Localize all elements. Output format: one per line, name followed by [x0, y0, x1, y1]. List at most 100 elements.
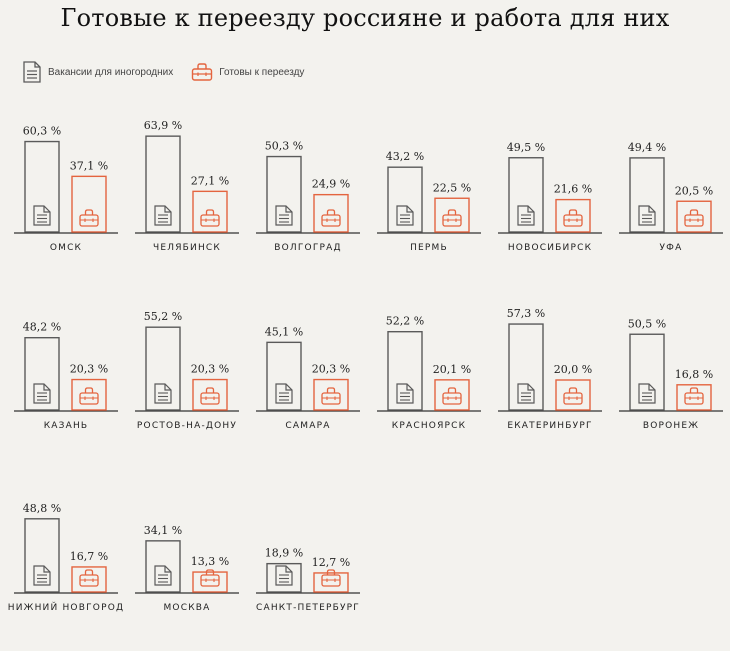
document-icon	[154, 565, 172, 586]
value-label-vacancies: 50,3 %	[265, 140, 303, 153]
value-label-vacancies: 18,9 %	[265, 547, 303, 560]
bag-icon	[563, 209, 583, 227]
bag-icon	[684, 209, 704, 227]
value-label-ready: 20,5 %	[675, 184, 713, 197]
document-icon	[275, 383, 293, 404]
bag-icon	[563, 387, 583, 405]
city-group: 60,3 % 37,1 % ОМСК	[14, 125, 118, 253]
document-icon	[517, 383, 535, 404]
bar-vacancies	[266, 155, 302, 233]
value-label-vacancies: 52,2 %	[386, 315, 424, 328]
city-label: РОСТОВ-НА-ДОНУ	[137, 421, 237, 431]
value-label-ready: 12,7 %	[312, 556, 350, 569]
value-label-vacancies: 57,3 %	[507, 307, 545, 320]
legend: Вакансии для иногородних Готовы к переез…	[22, 60, 322, 84]
bag-icon	[200, 209, 220, 227]
city-label: ЕКАТЕРИНБУРГ	[507, 421, 592, 431]
value-label-ready: 24,9 %	[312, 178, 350, 191]
bar-vacancies	[629, 157, 665, 233]
value-label-ready: 37,1 %	[70, 159, 108, 172]
bar-vacancies	[24, 518, 60, 593]
value-label-vacancies: 49,5 %	[507, 141, 545, 154]
value-label-ready: 13,3 %	[191, 555, 229, 568]
city-group: 45,1 % 20,3 % САМАРА	[256, 325, 360, 431]
city-label: МОСКВА	[163, 603, 210, 613]
value-label-vacancies: 50,5 %	[628, 317, 666, 330]
bag-icon	[192, 63, 213, 81]
city-group: 50,5 % 16,8 % ВОРОНЕЖ	[619, 317, 723, 431]
city-label: ОМСК	[50, 243, 82, 253]
bar-vacancies	[145, 326, 181, 411]
city-label: НОВОСИБИРСК	[508, 243, 592, 253]
bar-vacancies	[387, 331, 423, 411]
bag-icon	[321, 209, 341, 227]
value-label-ready: 22,5 %	[433, 181, 471, 194]
value-label-ready: 20,0 %	[554, 363, 592, 376]
document-icon	[23, 61, 41, 83]
bag-icon	[79, 387, 99, 405]
city-group: 18,9 % 12,7 % САНКТ-ПЕТЕРБУРГ	[256, 547, 360, 613]
value-label-ready: 21,6 %	[554, 183, 592, 196]
bag-icon	[442, 209, 462, 227]
value-label-vacancies: 48,8 %	[23, 502, 61, 515]
bar-vacancies	[508, 323, 544, 411]
value-label-ready: 20,3 %	[312, 363, 350, 376]
city-label: ВОРОНЕЖ	[643, 421, 699, 431]
value-label-vacancies: 34,1 %	[144, 524, 182, 537]
city-group: 50,3 % 24,9 % ВОЛГОГРАД	[256, 140, 360, 253]
city-label: КАЗАНЬ	[44, 421, 89, 431]
city-label: НИЖНИЙ НОВГОРОД	[8, 601, 124, 613]
bar-ready	[192, 378, 228, 411]
document-icon	[396, 205, 414, 226]
bar-ready	[313, 378, 349, 411]
document-icon	[33, 383, 51, 404]
city-group: 43,2 % 22,5 % ПЕРМЬ	[377, 150, 481, 253]
bar-ready	[313, 193, 349, 233]
value-label-vacancies: 55,2 %	[144, 310, 182, 323]
bar-vacancies	[145, 135, 181, 233]
bar-ready	[71, 378, 107, 411]
document-icon	[275, 205, 293, 226]
bag-icon	[321, 569, 341, 587]
bar-ready	[192, 190, 228, 233]
bar-ready	[434, 197, 470, 233]
legend-label-vacancies: Вакансии для иногородних	[48, 66, 174, 78]
bag-icon	[79, 569, 99, 587]
city-group: 48,2 % 20,3 % КАЗАНЬ	[14, 321, 118, 431]
bar-vacancies	[629, 333, 665, 411]
bar-ready	[676, 384, 712, 411]
legend-item-ready: Готовы к переезду	[191, 63, 304, 81]
bar-ready	[555, 198, 591, 233]
document-icon	[275, 565, 293, 586]
city-group: 55,2 % 20,3 % РОСТОВ-НА-ДОНУ	[135, 310, 239, 431]
document-icon	[638, 205, 656, 226]
bag-icon	[79, 209, 99, 227]
document-icon	[154, 205, 172, 226]
value-label-vacancies: 63,9 %	[144, 119, 182, 132]
bar-vacancies	[24, 337, 60, 411]
city-group: 34,1 % 13,3 % МОСКВА	[135, 524, 239, 613]
document-icon	[33, 205, 51, 226]
value-label-vacancies: 43,2 %	[386, 150, 424, 163]
bag-icon	[442, 387, 462, 405]
document-icon	[154, 383, 172, 404]
city-label: УФА	[660, 243, 683, 253]
bar-vacancies	[266, 562, 302, 593]
document-icon	[33, 565, 51, 586]
legend-item-vacancies: Вакансии для иногородних	[22, 61, 173, 83]
bag-icon	[200, 387, 220, 405]
bar-ready	[676, 200, 712, 233]
bar-vacancies	[508, 157, 544, 233]
bar-ready	[192, 571, 228, 593]
city-label: ПЕРМЬ	[410, 243, 448, 253]
city-label: ЧЕЛЯБИНСК	[153, 243, 221, 253]
city-label: КРАСНОЯРСК	[392, 421, 466, 431]
value-label-ready: 20,3 %	[70, 363, 108, 376]
bag-icon	[321, 387, 341, 405]
value-label-vacancies: 49,4 %	[628, 141, 666, 154]
value-label-vacancies: 60,3 %	[23, 125, 61, 138]
value-label-vacancies: 45,1 %	[265, 325, 303, 338]
value-label-ready: 27,1 %	[191, 174, 229, 187]
bar-ready	[555, 379, 591, 411]
